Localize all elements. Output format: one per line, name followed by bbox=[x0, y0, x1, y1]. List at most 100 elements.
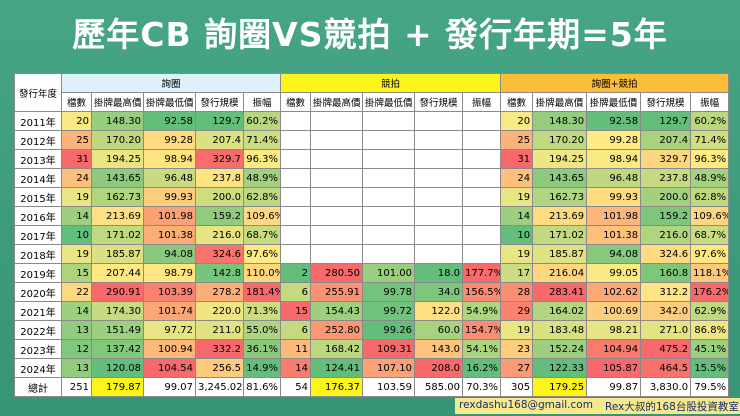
value-cell: 102.62 bbox=[586, 282, 642, 302]
value-cell: 99.28 bbox=[143, 130, 196, 150]
value-cell: 24 bbox=[500, 168, 534, 188]
empty-cell bbox=[310, 244, 364, 264]
value-cell: 29 bbox=[500, 301, 534, 321]
value-cell: 110.0% bbox=[242, 263, 282, 283]
value-cell: 200.0 bbox=[640, 187, 692, 207]
value-cell: 96.48 bbox=[143, 168, 196, 188]
value-cell: 103.59 bbox=[362, 377, 416, 397]
value-cell: 101.00 bbox=[362, 263, 416, 283]
value-cell: 99.87 bbox=[586, 377, 642, 397]
value-cell: 99.93 bbox=[586, 187, 642, 207]
value-cell: 152.24 bbox=[532, 339, 588, 359]
value-cell: 101.74 bbox=[143, 301, 196, 321]
value-cell: 25 bbox=[500, 130, 534, 150]
empty-cell bbox=[414, 244, 464, 264]
value-cell: 120.08 bbox=[91, 358, 144, 378]
value-cell: 68.7% bbox=[242, 225, 282, 245]
footer: rexdashu168@gmail.com Rex大叔的168台股投資教室 bbox=[455, 398, 740, 414]
column-header: 掛牌最低價 bbox=[362, 92, 416, 112]
column-header: 發行規模 bbox=[195, 92, 244, 112]
value-cell: 329.7 bbox=[640, 149, 692, 169]
value-cell: 28 bbox=[500, 282, 534, 302]
year-cell: 2013年 bbox=[14, 149, 62, 169]
value-cell: 183.48 bbox=[532, 320, 588, 340]
cb-table: 發行年度 詢圈 競拍 詢圈+競拍 檔數 掛牌最高價 掛牌最低價 發行規模 振幅 檔數 掛牌最高價 掛牌… bbox=[14, 73, 730, 397]
value-cell: 237.8 bbox=[640, 168, 692, 188]
value-cell: 109.31 bbox=[362, 339, 416, 359]
year-cell: 2023年 bbox=[14, 339, 62, 359]
value-cell: 23 bbox=[500, 339, 534, 359]
column-header: 掛牌最高價 bbox=[91, 92, 144, 112]
empty-cell bbox=[280, 111, 312, 131]
value-cell: 213.69 bbox=[532, 206, 588, 226]
value-cell: 103.39 bbox=[143, 282, 196, 302]
value-cell: 14 bbox=[280, 358, 312, 378]
empty-cell bbox=[414, 149, 464, 169]
value-cell: 3,830.0 bbox=[640, 377, 692, 397]
year-cell: 2011年 bbox=[14, 111, 62, 131]
year-row: 2022年 13 151.49 97.72 211.0 55.0% 6 252.80 99.26… bbox=[14, 320, 730, 340]
value-cell: 98.94 bbox=[143, 149, 196, 169]
value-cell: 464.5 bbox=[640, 358, 692, 378]
value-cell: 48.9% bbox=[690, 168, 730, 188]
group-header-row: 發行年度 詢圈 競拍 詢圈+競拍 bbox=[14, 73, 730, 112]
empty-cell bbox=[310, 168, 364, 188]
value-cell: 60.2% bbox=[690, 111, 730, 131]
value-cell: 54.9% bbox=[462, 301, 502, 321]
empty-cell bbox=[280, 187, 312, 207]
value-cell: 16.2% bbox=[462, 358, 502, 378]
value-cell: 211.0 bbox=[195, 320, 244, 340]
column-header-row: 檔數 掛牌最高價 掛牌最低價 發行規模 振幅 檔數 掛牌最高價 掛牌最低價 發行規模 振幅 檔數 掛牌… bbox=[15, 92, 730, 112]
value-cell: 148.30 bbox=[91, 111, 144, 131]
year-row: 2015年 19 162.73 99.93 200.0 62.8% 19 162.73 99.9… bbox=[14, 187, 730, 207]
value-cell: 237.8 bbox=[195, 168, 244, 188]
value-cell: 312.2 bbox=[640, 282, 692, 302]
value-cell: 109.6% bbox=[242, 206, 282, 226]
value-cell: 200.0 bbox=[195, 187, 244, 207]
empty-cell bbox=[462, 168, 502, 188]
value-cell: 104.54 bbox=[143, 358, 196, 378]
footer-email: rexdashu168@gmail.com bbox=[459, 399, 593, 411]
value-cell: 55.0% bbox=[242, 320, 282, 340]
value-cell: 13 bbox=[61, 358, 92, 378]
value-cell: 15 bbox=[280, 301, 312, 321]
value-cell: 305 bbox=[500, 377, 534, 397]
year-row: 2018年 19 185.87 94.08 324.6 97.6% 19 185.87 94.0… bbox=[14, 244, 730, 264]
value-cell: 342.0 bbox=[640, 301, 692, 321]
empty-cell bbox=[362, 225, 416, 245]
value-cell: 98.79 bbox=[143, 263, 196, 283]
value-cell: 118.1% bbox=[690, 263, 730, 283]
year-row: 2021年 14 174.30 101.74 220.0 71.3% 15 154.43 99.… bbox=[14, 301, 730, 321]
empty-cell bbox=[280, 130, 312, 150]
value-cell: 324.6 bbox=[640, 244, 692, 264]
value-cell: 22 bbox=[61, 282, 92, 302]
empty-cell bbox=[362, 187, 416, 207]
value-cell: 62.8% bbox=[242, 187, 282, 207]
value-cell: 143.0 bbox=[414, 339, 464, 359]
value-cell: 3,245.02 bbox=[195, 377, 244, 397]
column-header: 檔數 bbox=[280, 92, 312, 112]
value-cell: 105.87 bbox=[586, 358, 642, 378]
value-cell: 107.10 bbox=[362, 358, 416, 378]
empty-cell bbox=[280, 244, 312, 264]
value-cell: 177.7% bbox=[462, 263, 502, 283]
value-cell: 154.43 bbox=[310, 301, 364, 321]
value-cell: 92.58 bbox=[143, 111, 196, 131]
column-header: 掛牌最低價 bbox=[143, 92, 196, 112]
value-cell: 156.5% bbox=[462, 282, 502, 302]
value-cell: 151.49 bbox=[91, 320, 144, 340]
value-cell: 283.41 bbox=[532, 282, 588, 302]
value-cell: 100.94 bbox=[143, 339, 196, 359]
year-cell: 2015年 bbox=[14, 187, 62, 207]
value-cell: 6 bbox=[280, 282, 312, 302]
column-header: 掛牌最低價 bbox=[586, 92, 642, 112]
value-cell: 36.1% bbox=[242, 339, 282, 359]
year-row: 2024年 13 120.08 104.54 256.5 14.9% 14 124.41 107… bbox=[14, 358, 730, 378]
value-cell: 176.37 bbox=[310, 377, 364, 397]
value-cell: 104.94 bbox=[586, 339, 642, 359]
value-cell: 129.7 bbox=[640, 111, 692, 131]
empty-cell bbox=[310, 111, 364, 131]
value-cell: 332.2 bbox=[195, 339, 244, 359]
empty-cell bbox=[362, 111, 416, 131]
value-cell: 19 bbox=[500, 187, 534, 207]
